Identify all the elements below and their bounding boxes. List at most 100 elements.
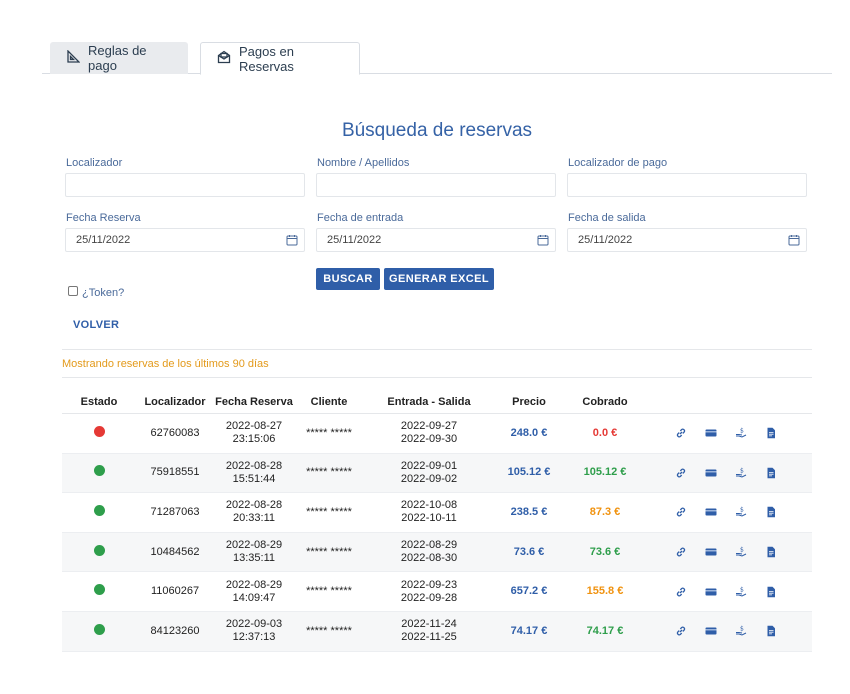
tab-bar: Reglas de pago Pagos en Reservas <box>42 42 832 75</box>
document-icon[interactable] <box>764 466 778 480</box>
estado-cell <box>62 504 136 520</box>
entrada-date: 2022-10-08 <box>400 499 458 512</box>
fecha-reserva-cell: 2022-08-27 23:15:06 <box>214 420 294 446</box>
volver-button[interactable]: VOLVER <box>73 319 120 331</box>
document-icon[interactable] <box>764 624 778 638</box>
cobrado-cell: 73.6 € <box>589 545 621 558</box>
document-icon[interactable] <box>764 585 778 599</box>
credit-card-icon[interactable] <box>704 426 718 440</box>
header-fecha-reserva: Fecha Reserva <box>215 396 293 408</box>
hand-money-icon[interactable]: $ <box>734 426 748 440</box>
calendar-icon[interactable] <box>788 234 800 246</box>
nombre-label: Nombre / Apellidos <box>317 157 410 169</box>
document-icon[interactable] <box>764 426 778 440</box>
divider <box>62 377 812 378</box>
tab-pagos-en-reservas[interactable]: Pagos en Reservas <box>200 42 360 75</box>
fecha-date: 2022-09-03 <box>225 618 283 631</box>
divider <box>62 349 812 350</box>
table-row: 10484562 2022-08-29 13:35:11 ***** ***** 202… <box>62 532 812 573</box>
token-checkbox-row: ¿Token? <box>68 283 124 299</box>
cliente-cell: ***** ***** <box>306 545 352 558</box>
svg-text:$: $ <box>740 586 744 593</box>
link-icon[interactable] <box>674 585 688 599</box>
buscar-button[interactable]: BUSCAR <box>316 268 380 290</box>
table-row: 11060267 2022-08-29 14:09:47 ***** ***** 202… <box>62 572 812 612</box>
precio-cell: 657.2 € <box>510 585 548 598</box>
fecha-entrada-value: 25/11/2022 <box>327 234 382 246</box>
document-icon[interactable] <box>764 505 778 519</box>
cliente-cell: ***** ***** <box>306 624 352 637</box>
localizador-input[interactable] <box>65 173 305 197</box>
localizador-pago-input[interactable] <box>567 173 807 197</box>
localizador-label: Localizador <box>66 157 123 169</box>
link-icon[interactable] <box>674 545 688 559</box>
estado-cell <box>62 584 136 599</box>
fecha-reserva-cell: 2022-08-28 20:33:11 <box>214 499 294 525</box>
fecha-reserva-input[interactable]: 25/11/2022 <box>65 228 305 252</box>
header-cliente: Cliente <box>310 396 348 408</box>
fecha-salida-input[interactable]: 25/11/2022 <box>567 228 807 252</box>
calendar-icon[interactable] <box>537 234 549 246</box>
results-notice: Mostrando reservas de los últimos 90 día… <box>62 358 269 370</box>
link-icon[interactable] <box>674 426 688 440</box>
hand-money-icon[interactable]: $ <box>734 585 748 599</box>
link-icon[interactable] <box>674 466 688 480</box>
fecha-time: 15:51:44 <box>232 472 276 485</box>
entrada-salida-cell: 2022-11-24 2022-11-25 <box>364 618 494 644</box>
entrada-salida-cell: 2022-08-29 2022-08-30 <box>364 539 494 565</box>
cobrado-cell: 87.3 € <box>589 505 621 518</box>
salida-date: 2022-09-28 <box>400 591 458 604</box>
row-actions: $ <box>646 466 812 480</box>
hand-money-icon[interactable]: $ <box>734 624 748 638</box>
credit-card-icon[interactable] <box>704 585 718 599</box>
status-dot-green <box>93 544 105 556</box>
hand-money-icon[interactable]: $ <box>734 545 748 559</box>
estado-cell <box>62 465 136 480</box>
token-checkbox[interactable] <box>68 286 78 296</box>
salida-date: 2022-11-25 <box>401 631 457 644</box>
row-actions: $ <box>646 585 812 599</box>
credit-card-icon[interactable] <box>704 624 718 638</box>
hand-money-icon[interactable]: $ <box>734 505 748 519</box>
localizador-cell: 11060267 <box>150 585 200 598</box>
credit-card-icon[interactable] <box>704 545 718 559</box>
localizador-cell: 75918551 <box>150 466 200 479</box>
localizador-cell: 84123260 <box>150 624 200 637</box>
precio-cell: 73.6 € <box>513 545 545 558</box>
row-actions: $ <box>646 426 812 440</box>
row-actions: $ <box>646 624 812 638</box>
nombre-input[interactable] <box>316 173 556 197</box>
status-dot-red <box>93 425 105 437</box>
header-estado: Estado <box>80 396 118 408</box>
link-icon[interactable] <box>674 624 688 638</box>
generar-excel-button[interactable]: GENERAR EXCEL <box>384 268 494 290</box>
link-icon[interactable] <box>674 505 688 519</box>
localizador-cell: 10484562 <box>150 545 200 558</box>
tab-label: Pagos en Reservas <box>239 43 294 74</box>
precio-cell: 105.12 € <box>507 466 551 479</box>
page-title: Búsqueda de reservas <box>341 120 533 141</box>
fecha-time: 14:09:47 <box>232 591 276 604</box>
precio-cell: 74.17 € <box>510 624 548 637</box>
document-icon[interactable] <box>764 545 778 559</box>
fecha-reserva-cell: 2022-08-29 13:35:11 <box>214 539 294 565</box>
entrada-date: 2022-09-01 <box>400 459 458 472</box>
fecha-date: 2022-08-29 <box>225 539 283 552</box>
tab-reglas-de-pago[interactable]: Reglas de pago <box>50 42 188 74</box>
entrada-salida-cell: 2022-10-08 2022-10-11 <box>364 499 494 525</box>
header-localizador: Localizador <box>144 396 206 408</box>
fecha-reserva-label: Fecha Reserva <box>66 212 141 224</box>
reservas-table: Estado Localizador Fecha Reserva Cliente… <box>62 392 812 652</box>
tab-label: Reglas de pago <box>88 43 147 73</box>
status-dot-green <box>93 623 105 635</box>
calendar-icon[interactable] <box>286 234 298 246</box>
fecha-entrada-label: Fecha de entrada <box>317 212 404 224</box>
fecha-entrada-input[interactable]: 25/11/2022 <box>316 228 556 252</box>
credit-card-icon[interactable] <box>704 505 718 519</box>
entrada-date: 2022-11-24 <box>401 618 457 631</box>
credit-card-icon[interactable] <box>704 466 718 480</box>
entrada-date: 2022-09-27 <box>400 420 458 433</box>
hand-money-icon[interactable]: $ <box>734 466 748 480</box>
fecha-reserva-cell: 2022-08-29 14:09:47 <box>214 579 294 605</box>
row-actions: $ <box>646 505 812 519</box>
